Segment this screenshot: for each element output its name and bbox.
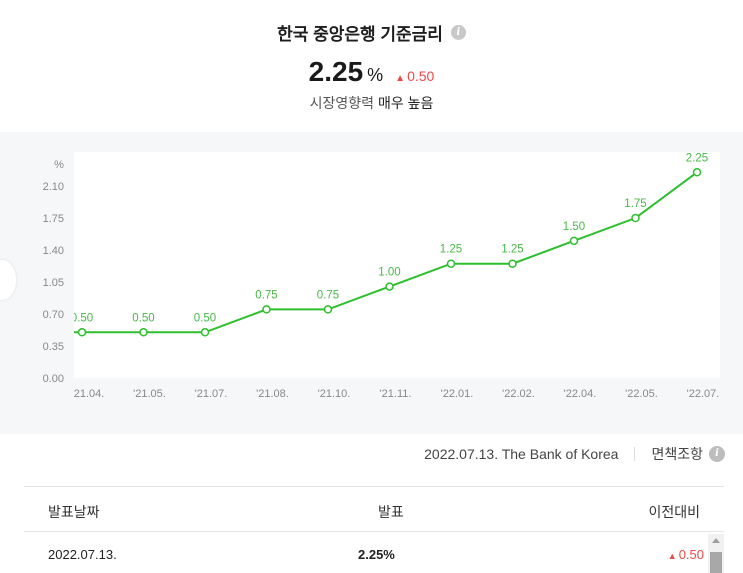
scroll-up-icon[interactable]: [712, 538, 720, 543]
disclaimer-info-icon[interactable]: i: [709, 446, 725, 462]
title-row: 한국 중앙은행 기준금리 i: [0, 20, 743, 45]
x-tick-label: '21.04.: [72, 388, 105, 400]
data-point: [200, 328, 210, 337]
table-row: 2022.07.13. 2.25% ▲ 0.50: [24, 538, 704, 570]
rate-row: 2.25 % ▲ 0.50: [0, 56, 743, 88]
y-tick-label: 1.40: [43, 245, 64, 257]
x-tick-label: '22.02.: [502, 388, 535, 400]
data-label: 0.75: [255, 289, 277, 301]
rate-header: 한국 중앙은행 기준금리 i 2.25 % ▲ 0.50 시장영향력 매우 높음: [0, 0, 743, 132]
row-value: 2.25%: [358, 547, 395, 562]
data-label: 1.50: [563, 221, 585, 233]
table-scrollbar[interactable]: [708, 534, 724, 573]
header-value: 발표: [378, 504, 404, 520]
data-label: 1.75: [624, 198, 646, 210]
y-unit-label: %: [54, 159, 64, 171]
data-point: [508, 259, 517, 268]
x-tick-label: '21.05.: [133, 388, 166, 400]
up-triangle-icon: ▲: [395, 73, 406, 84]
market-impact-level: 매우 높음: [377, 95, 434, 111]
rate-unit: %: [367, 65, 384, 85]
data-point: [262, 305, 271, 314]
source-text: 2022.07.13. The Bank of Korea: [424, 446, 619, 462]
rate-line-chart: %0.000.350.701.051.401.752.10'21.04. '21.…: [43, 152, 720, 400]
row-date: 2022.07.13.: [48, 547, 117, 562]
chart-card: [74, 152, 720, 378]
data-label: 0.50: [194, 312, 216, 324]
y-tick-label: 0.70: [43, 309, 64, 321]
x-tick-label: '22.04.: [564, 388, 597, 400]
divider: [634, 447, 636, 461]
chart-area: % 0.00 0.35 0.70 1.05 1.40 1.75 2.10'21.04. '21.…: [0, 132, 743, 434]
rate-value: 2.25: [308, 56, 364, 87]
y-tick-label: 1.05: [43, 277, 64, 289]
y-tick-label: 2.10: [43, 181, 64, 193]
data-point: [77, 328, 87, 337]
x-tick-label: '22.01.: [441, 388, 474, 400]
data-label: 1.00: [378, 267, 400, 279]
side-scroll-tab[interactable]: [0, 260, 16, 300]
y-tick-label: 0.00: [43, 373, 64, 385]
header-date: 발표날짜: [48, 504, 100, 520]
data-point: [323, 305, 333, 314]
footer-area: 2022.07.13. The Bank of Korea 면책조항 i 발표날…: [0, 434, 743, 573]
data-label: 0.75: [317, 289, 339, 301]
data-point: [692, 168, 702, 177]
x-tick-label: '22.07.: [687, 388, 720, 400]
x-tick-label: '21.10.: [318, 388, 351, 400]
info-icon[interactable]: i: [450, 25, 466, 40]
page-title: 한국 중앙은행 기준금리: [277, 25, 443, 44]
series-group: 0.50 0.50 0.50 0.75 0.75 1.00 1.25 1.25 1.50 1.75…: [71, 152, 708, 337]
data-label: 2.25: [686, 152, 708, 164]
table-header: 발표날짜 발표 이전대비: [24, 486, 724, 532]
source-row: 2022.07.13. The Bank of Korea 면책조항 i: [424, 444, 725, 464]
x-ticks: '21.04. '21.05. '21.07. '21.08. '21.10. '21.1…: [72, 388, 720, 400]
data-point: [631, 213, 640, 223]
announcement-table: 발표날짜 발표 이전대비 2022.07.13. 2.25% ▲ 0.50: [24, 486, 724, 573]
x-tick-label: '21.07.: [195, 388, 228, 400]
data-point: [569, 236, 579, 246]
rate-change-value: 0.50: [407, 68, 435, 84]
market-impact: 시장영향력 매우 높음: [0, 93, 743, 113]
x-tick-label: '21.08.: [256, 388, 289, 400]
up-triangle-icon: ▲: [667, 551, 677, 561]
data-point: [385, 282, 394, 291]
scroll-thumb[interactable]: [710, 552, 722, 573]
market-impact-label: 시장영향력: [309, 95, 375, 111]
y-tick-label: 0.35: [43, 341, 64, 353]
data-label: 0.50: [71, 312, 93, 324]
rate-change: ▲ 0.50: [395, 68, 434, 84]
data-label: 0.50: [132, 312, 154, 324]
data-label: 1.25: [501, 244, 523, 256]
data-point: [446, 259, 456, 268]
y-tick-label: 1.75: [43, 213, 64, 225]
data-label: 1.25: [440, 244, 462, 256]
row-change: ▲ 0.50: [668, 547, 704, 562]
disclaimer-link[interactable]: 면책조항: [651, 446, 703, 462]
row-change-value: 0.50: [678, 547, 704, 562]
x-tick-label: '22.05.: [625, 388, 658, 400]
series-line: [74, 171, 698, 334]
x-tick-label: '21.11.: [380, 388, 412, 400]
data-point: [139, 328, 148, 337]
header-change: 이전대비: [648, 504, 700, 520]
